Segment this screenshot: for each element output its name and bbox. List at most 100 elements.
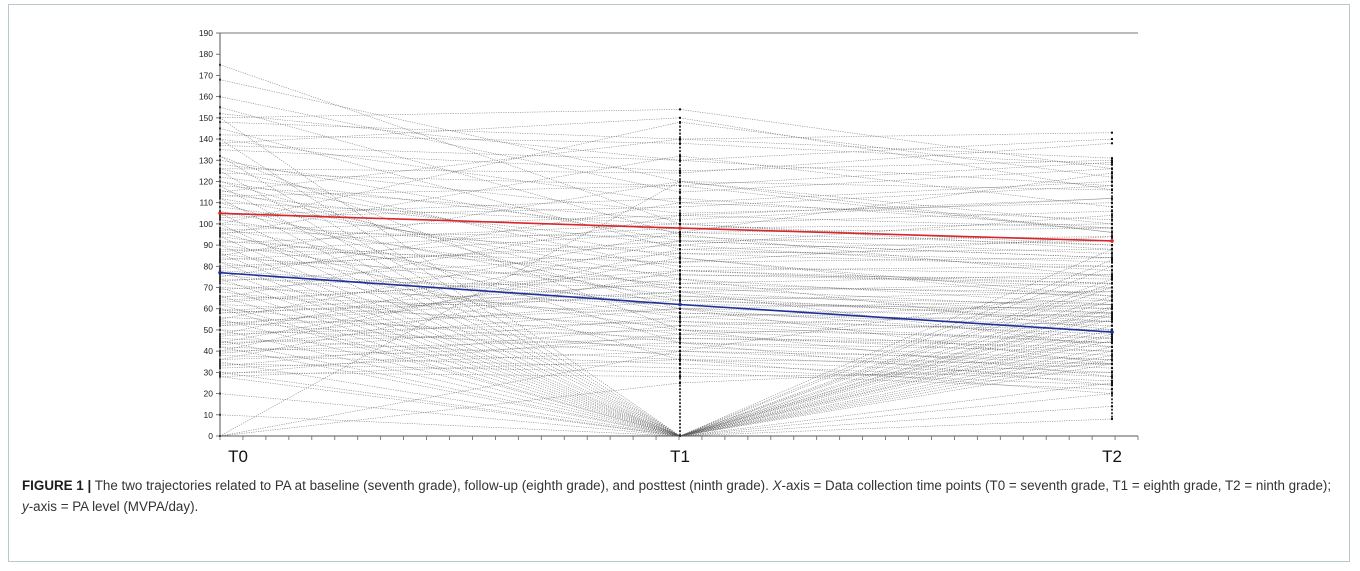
trajectory-point-97-2 — [1111, 218, 1113, 221]
trajectory-line-9 — [219, 278, 1113, 437]
caption-x-text: -axis = Data collection time points (T0 … — [781, 478, 1332, 493]
trajectory-point-57-1 — [679, 235, 681, 238]
mean-trajectory-line-0 — [219, 212, 1113, 242]
trajectory-line-84 — [219, 346, 1113, 382]
trajectory-line-89 — [219, 350, 1113, 369]
trajectory-point-57-2 — [1111, 252, 1113, 255]
trajectory-line-111 — [219, 138, 1113, 161]
trajectory-line-26 — [219, 414, 1113, 437]
trajectory-point-43-2 — [1111, 231, 1113, 234]
trajectory-point-121-1 — [679, 261, 681, 264]
y-tick-label-50: 50 — [204, 325, 214, 335]
caption-y-text: -axis = PA level (MVPA/day). — [28, 499, 199, 514]
trajectory-line-71 — [219, 291, 1113, 360]
trajectory-line-29 — [219, 340, 1113, 437]
trajectory-point-29-2 — [1111, 381, 1113, 384]
y-tick-label-110: 110 — [199, 198, 213, 208]
y-tick-label-30: 30 — [204, 367, 214, 377]
trajectory-line-63 — [219, 257, 1113, 297]
trajectory-point-104-1 — [679, 278, 681, 281]
y-tick-label-150: 150 — [199, 113, 213, 123]
mean-trajectory-point-1-0 — [218, 270, 222, 275]
y-tick-label-10: 10 — [204, 410, 214, 420]
trajectory-line-31 — [219, 79, 1113, 225]
trajectory-line-88 — [219, 363, 1113, 390]
trajectory-line-34 — [219, 113, 1113, 186]
trajectory-chart: 0 10 20 30 40 50 60 70 80 90 100 110 120 130 140 150 160… — [199, 28, 1139, 466]
trajectory-point-90-2 — [1111, 371, 1113, 374]
trajectory-point-76-1 — [679, 295, 681, 298]
trajectory-line-47 — [219, 189, 1113, 314]
y-tick-label-80: 80 — [204, 261, 214, 271]
trajectory-line-55 — [219, 223, 1113, 267]
trajectory-point-129-1 — [679, 333, 681, 336]
trajectory-line-11 — [219, 261, 1113, 437]
trajectory-point-90-1 — [679, 375, 681, 378]
trajectory-point-120-1 — [679, 252, 681, 255]
y-tick-labels: 0 10 20 30 40 50 60 70 80 90 100 110 120 130 140 150 160… — [199, 28, 220, 441]
trajectory-line-94 — [219, 121, 1113, 225]
figure-caption: FIGURE 1 | The two trajectories related … — [22, 475, 1332, 517]
x-tick-label-t2: T2 — [1102, 447, 1122, 466]
trajectory-point-92-2 — [1111, 157, 1113, 160]
trajectory-line-28 — [219, 372, 1113, 437]
individual-trajectories — [219, 63, 1113, 437]
x-tick-labels: T0 T1 T2 — [228, 447, 1122, 466]
trajectory-point-127-1 — [679, 316, 681, 319]
trajectory-point-32-1 — [679, 191, 681, 194]
trajectory-point-69-2 — [1111, 354, 1113, 357]
trajectory-line-17 — [219, 198, 1113, 437]
trajectory-line-10 — [219, 270, 1113, 437]
trajectory-point-78-1 — [679, 354, 681, 357]
trajectory-point-46-1 — [679, 218, 681, 221]
trajectory-line-67 — [219, 274, 1113, 343]
trajectory-point-83-2 — [1111, 337, 1113, 340]
trajectory-point-109-1 — [679, 358, 681, 361]
mean-trajectory-point-0-0 — [218, 211, 222, 216]
trajectory-line-114 — [219, 185, 1113, 218]
y-tick-label-40: 40 — [204, 346, 214, 356]
y-tick-label-120: 120 — [199, 176, 213, 186]
trajectory-point-128-2 — [1111, 311, 1113, 314]
trajectory-line-65 — [219, 244, 1113, 271]
trajectory-line-69 — [219, 283, 1113, 356]
trajectory-line-22 — [219, 117, 1113, 437]
y-tick-label-170: 170 — [199, 70, 213, 80]
y-tick-label-130: 130 — [199, 155, 213, 165]
trajectory-point-39-1 — [679, 169, 681, 172]
y-tick-label-190: 190 — [199, 28, 213, 38]
trajectory-point-115-2 — [1111, 197, 1113, 200]
trajectory-line-97 — [219, 202, 1113, 278]
caption-x-em: X — [772, 478, 782, 493]
trajectory-point-63-2 — [1111, 295, 1113, 298]
trajectory-line-93 — [219, 134, 1113, 165]
trajectory-point-38-1 — [679, 116, 681, 119]
y-tick-label-180: 180 — [199, 49, 213, 59]
trajectory-point-109-2 — [1111, 392, 1113, 395]
trajectory-line-48 — [219, 193, 1113, 246]
caption-label: FIGURE 1 | — [22, 478, 92, 493]
x-tick-label-t0: T0 — [228, 447, 248, 466]
trajectory-point-44-2 — [1111, 171, 1113, 174]
trajectory-point-125-2 — [1111, 290, 1113, 293]
trajectory-point-103-1 — [679, 256, 681, 259]
trajectory-line-16 — [219, 213, 1113, 437]
trajectory-line-107 — [219, 155, 1113, 377]
mean-trajectory-point-0-2 — [1110, 239, 1114, 243]
trajectory-line-58 — [219, 236, 1113, 322]
trajectory-line-41 — [219, 164, 1113, 214]
y-tick-label-160: 160 — [199, 92, 213, 102]
trajectory-line-43 — [219, 172, 1113, 233]
mean-trajectory-point-1-2 — [1110, 330, 1114, 334]
trajectory-line-90 — [219, 372, 1113, 377]
trajectory-line-38 — [219, 117, 1113, 191]
trajectory-line-76 — [219, 295, 1113, 314]
trajectory-point-121-2 — [1111, 256, 1113, 259]
trajectory-point-111-2 — [1111, 138, 1113, 141]
trajectory-point-73-2 — [1111, 278, 1113, 281]
trajectory-point-96-1 — [679, 180, 681, 183]
trajectory-line-72 — [219, 295, 1113, 322]
trajectory-line-91 — [219, 359, 1113, 377]
trajectory-point-94-2 — [1111, 176, 1113, 179]
trajectory-line-95 — [219, 155, 1113, 235]
